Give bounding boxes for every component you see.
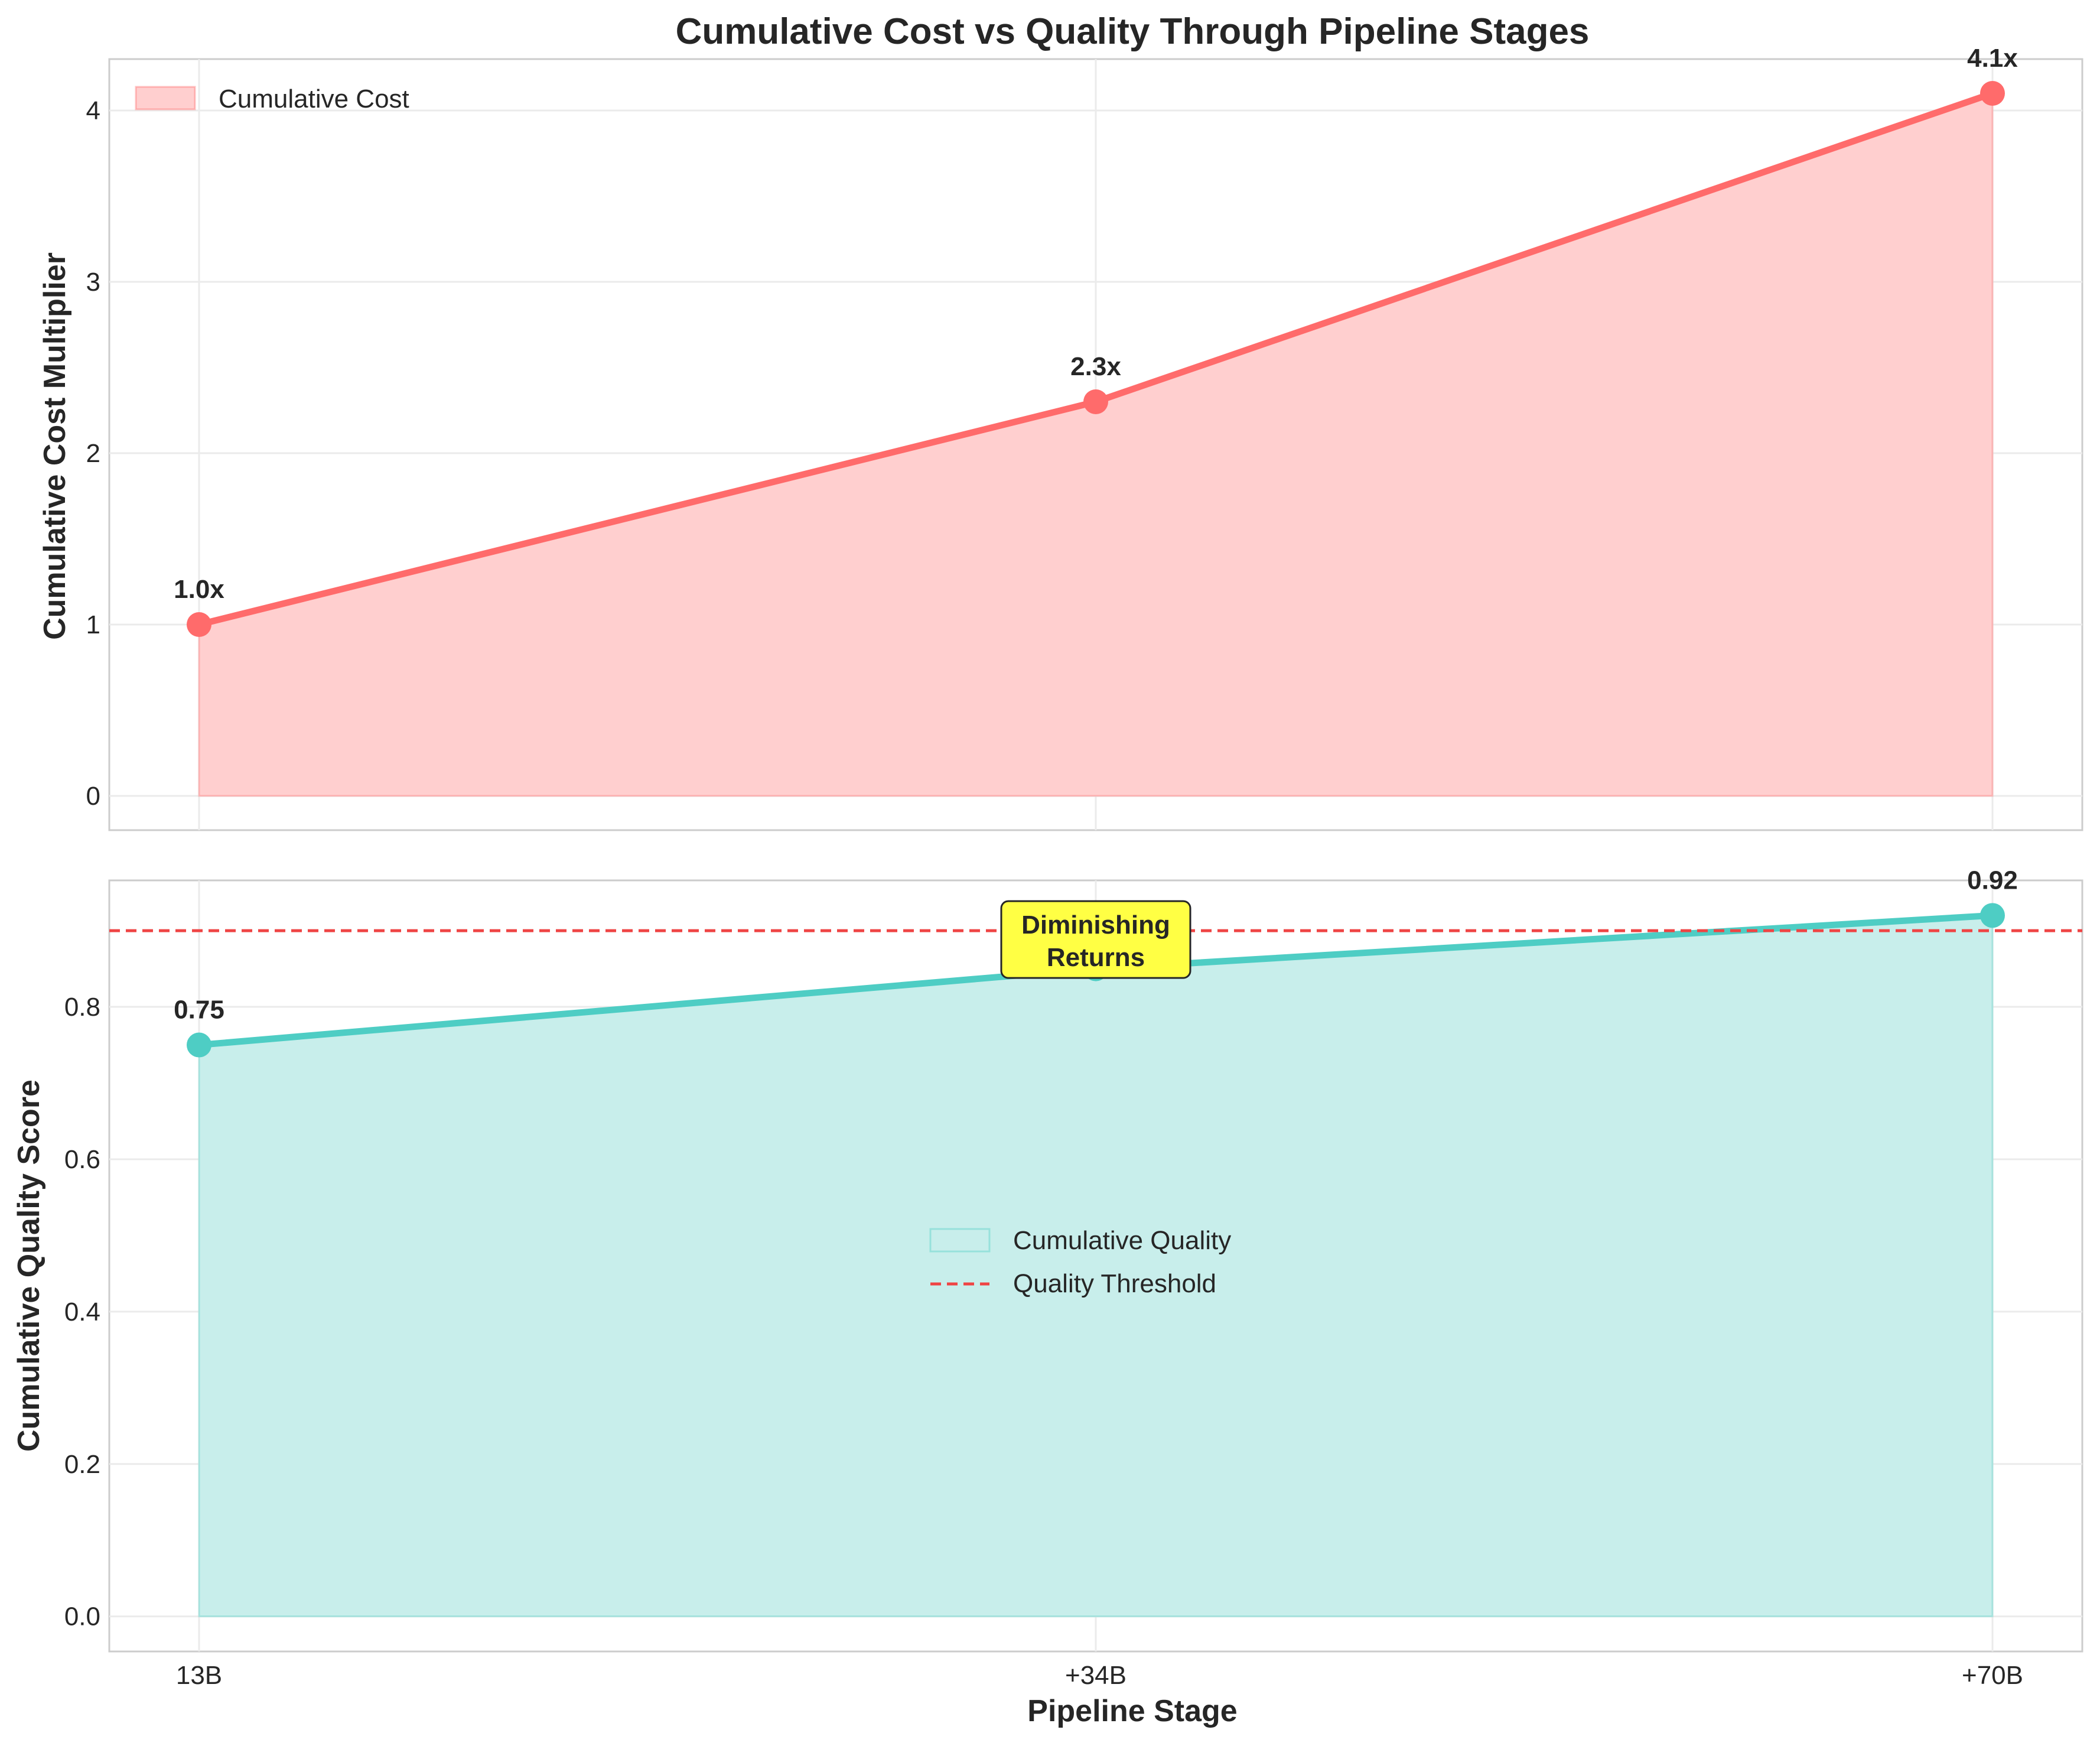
cost-point-label: 2.3x (1070, 352, 1121, 381)
cost-y-tick-label: 4 (86, 96, 100, 125)
cost-y-ticks: 0 1 2 3 4 (86, 96, 100, 811)
annotation-box (1000, 900, 1191, 979)
quality-y-tick-label: 0.2 (64, 1450, 100, 1479)
x-ticks: 13B +34B +70B (176, 1661, 2023, 1690)
quality-y-tick-label: 0.8 (64, 993, 100, 1022)
cost-data-point (1980, 81, 2005, 106)
cost-y-tick-label: 2 (86, 439, 100, 468)
quality-legend-swatch (929, 1228, 991, 1253)
annotation-line-1: Diminishing (1021, 911, 1170, 939)
cost-y-tick-label: 3 (86, 268, 100, 297)
cost-points (187, 81, 2005, 637)
cost-y-axis-label: Cumulative Cost Multiplier (38, 252, 72, 640)
quality-y-axis-label: Cumulative Quality Score (12, 1080, 46, 1452)
quality-y-tick-label: 0.6 (64, 1145, 100, 1174)
x-axis-label: Pipeline Stage (1027, 1694, 1237, 1728)
annotation-line-2: Returns (1047, 943, 1145, 972)
cost-data-point (187, 612, 211, 637)
cost-legend: Cumulative Cost (135, 84, 409, 113)
quality-point-label: 0.75 (174, 996, 224, 1025)
cost-data-point (1083, 389, 1108, 414)
cost-y-tick-label: 0 (86, 782, 100, 811)
cost-legend-swatch (135, 86, 196, 110)
quality-panel: 0.00.20.40.60.8 0.750.850.92 Diminishing… (12, 866, 2083, 1653)
quality-legend: Cumulative Quality Quality Threshold (929, 1226, 1231, 1298)
threshold-legend-label[interactable]: Quality Threshold (1013, 1269, 1216, 1298)
quality-y-ticks: 0.0 0.2 0.4 0.6 0.8 (64, 993, 100, 1631)
x-tick-label: +34B (1065, 1661, 1126, 1690)
cost-y-tick-label: 1 (86, 610, 100, 639)
cost-panel: 0 1 2 3 4 1.0x 2.3x 4.1x Cumulative Cost Multi… (38, 44, 2083, 831)
quality-legend-label[interactable]: Cumulative Quality (1013, 1226, 1231, 1255)
cost-legend-label[interactable]: Cumulative Cost (219, 84, 409, 113)
x-tick-label: 13B (176, 1661, 222, 1690)
quality-data-point (187, 1032, 211, 1058)
x-tick-label: +70B (1962, 1661, 2023, 1690)
diminishing-returns-annotation: Diminishing Returns (1000, 900, 1191, 979)
chart-title: Cumulative Cost vs Quality Through Pipel… (676, 11, 1590, 52)
cost-point-label: 4.1x (1967, 44, 2018, 73)
quality-y-tick-label: 0.4 (64, 1298, 100, 1326)
cost-point-labels: 1.0x 2.3x 4.1x (174, 44, 2018, 604)
quality-point-label: 0.92 (1967, 866, 2018, 895)
quality-data-point (1980, 903, 2005, 928)
cost-point-label: 1.0x (174, 575, 224, 604)
quality-y-tick-label: 0.0 (64, 1602, 100, 1631)
